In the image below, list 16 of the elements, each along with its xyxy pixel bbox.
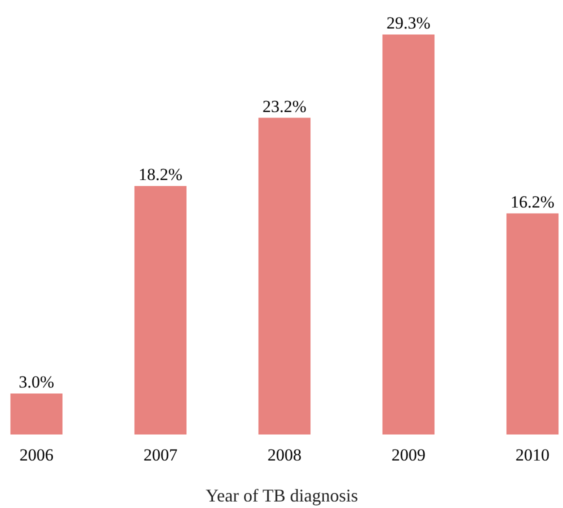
x-tick-label: 2007	[143, 446, 178, 464]
bar	[134, 186, 187, 434]
x-tick-label: 2006	[19, 446, 54, 464]
data-label: 18.2%	[138, 165, 182, 184]
x-tick-label: 2008	[267, 446, 302, 464]
data-label: 29.3%	[386, 14, 430, 32]
data-label: 23.2%	[262, 96, 306, 116]
bar	[10, 394, 63, 434]
x-tick-label: 2009	[391, 446, 426, 464]
bar	[382, 34, 435, 434]
data-label: 3.0%	[18, 372, 54, 392]
x-tick-label: 2010	[516, 446, 550, 464]
bar	[258, 118, 311, 434]
data-label: 16.2%	[510, 192, 554, 212]
x-axis-title: Year of TB diagnosis	[206, 486, 358, 506]
bar	[506, 213, 559, 434]
